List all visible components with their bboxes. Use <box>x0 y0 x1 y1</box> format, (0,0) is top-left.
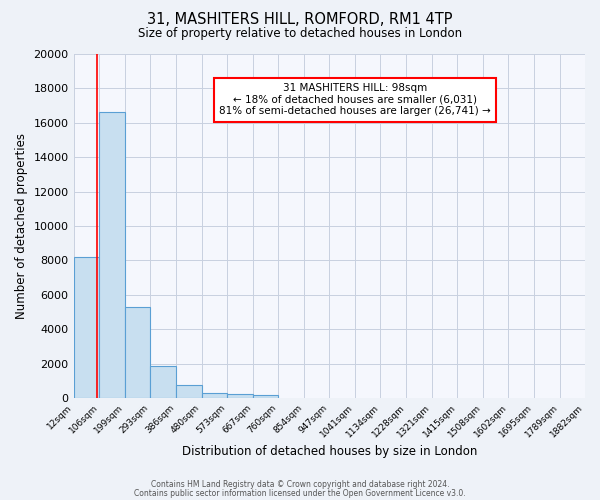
Bar <box>202 393 227 398</box>
Text: Contains public sector information licensed under the Open Government Licence v3: Contains public sector information licen… <box>134 488 466 498</box>
Text: 31, MASHITERS HILL, ROMFORD, RM1 4TP: 31, MASHITERS HILL, ROMFORD, RM1 4TP <box>147 12 453 28</box>
Bar <box>125 307 151 398</box>
Text: Size of property relative to detached houses in London: Size of property relative to detached ho… <box>138 28 462 40</box>
X-axis label: Distribution of detached houses by size in London: Distribution of detached houses by size … <box>182 444 477 458</box>
Bar <box>253 396 278 398</box>
Bar <box>176 385 202 398</box>
Text: Contains HM Land Registry data © Crown copyright and database right 2024.: Contains HM Land Registry data © Crown c… <box>151 480 449 489</box>
Bar <box>99 112 125 398</box>
Bar <box>151 366 176 398</box>
Bar <box>227 394 253 398</box>
Bar <box>74 257 99 398</box>
Text: 31 MASHITERS HILL: 98sqm
← 18% of detached houses are smaller (6,031)
81% of sem: 31 MASHITERS HILL: 98sqm ← 18% of detach… <box>219 83 491 116</box>
Y-axis label: Number of detached properties: Number of detached properties <box>15 133 28 319</box>
